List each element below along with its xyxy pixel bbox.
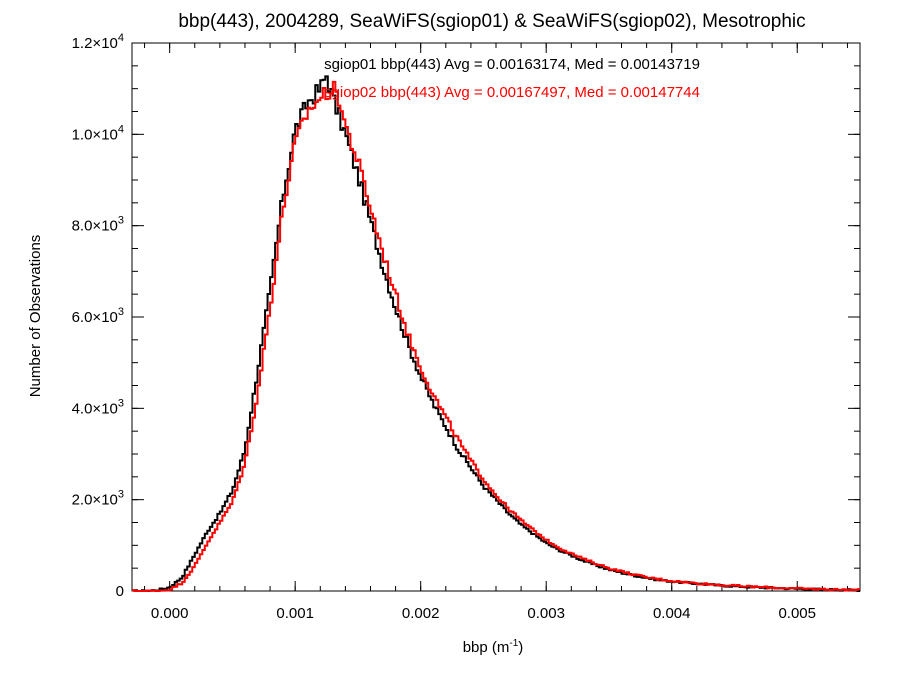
plot-border [131, 42, 861, 592]
y-tick-label: 0 [116, 583, 124, 600]
x-tick-label: 0.005 [778, 605, 816, 622]
y-tick-mantissa: 4.0×10 [72, 400, 118, 417]
x-tick-label: 0.004 [653, 605, 691, 622]
y-tick-exponent: 3 [118, 489, 124, 501]
y-tick-label: 1.0×104 [72, 123, 124, 143]
y-tick-mantissa: 8.0×10 [72, 218, 118, 235]
histogram-series-2 [132, 80, 860, 592]
y-tick-exponent: 3 [118, 215, 124, 227]
x-axis-label: bbp (m-1) [463, 638, 524, 656]
y-tick-labels: 02.0×1034.0×1036.0×1038.0×1031.0×1041.2×… [72, 32, 124, 600]
plot-frame [131, 42, 861, 592]
x-tick-label: 0.001 [276, 605, 314, 622]
x-tick-labels: 0.000 0.001 0.002 0.003 0.004 0.005 [151, 605, 816, 622]
y-tick-mantissa: 6.0×10 [72, 309, 118, 326]
y-tick-mantissa: 1.0×10 [72, 126, 118, 143]
x-tick-label: 0.000 [151, 605, 189, 622]
y-tick-mantissa: 0 [116, 583, 124, 600]
x-tick-label: 0.002 [402, 605, 440, 622]
y-tick-exponent: 4 [118, 32, 124, 44]
y-tick-label: 4.0×103 [72, 397, 124, 417]
y-tick-exponent: 4 [118, 123, 124, 135]
y-tick-label: 1.2×104 [72, 32, 124, 52]
x-axis-label-base: bbp (m [463, 639, 510, 656]
annotation-sgiop01: sgiop01 bbp(443) Avg = 0.00163174, Med =… [324, 56, 700, 73]
y-tick-label: 8.0×103 [72, 215, 124, 235]
y-tick-label: 2.0×103 [72, 489, 124, 509]
y-tick-label: 6.0×103 [72, 306, 124, 326]
x-axis-label-close: ) [518, 639, 523, 656]
y-tick-mantissa: 1.2×10 [72, 35, 118, 52]
y-axis-label: Number of Observations [27, 235, 44, 398]
x-axis-label-exponent: -1 [509, 638, 518, 649]
histogram-series-1 [132, 75, 860, 592]
y-tick-mantissa: 2.0×10 [72, 492, 118, 509]
x-tick-label: 0.003 [527, 605, 565, 622]
minor-ticks [132, 42, 860, 592]
annotation-sgiop02: sgiop02 bbp(443) Avg = 0.00167497, Med =… [324, 84, 700, 101]
y-tick-exponent: 3 [118, 306, 124, 318]
series-layer [132, 75, 860, 592]
y-tick-exponent: 3 [118, 397, 124, 409]
chart-title: bbp(443), 2004289, SeaWiFS(sgiop01) & Se… [178, 11, 805, 32]
